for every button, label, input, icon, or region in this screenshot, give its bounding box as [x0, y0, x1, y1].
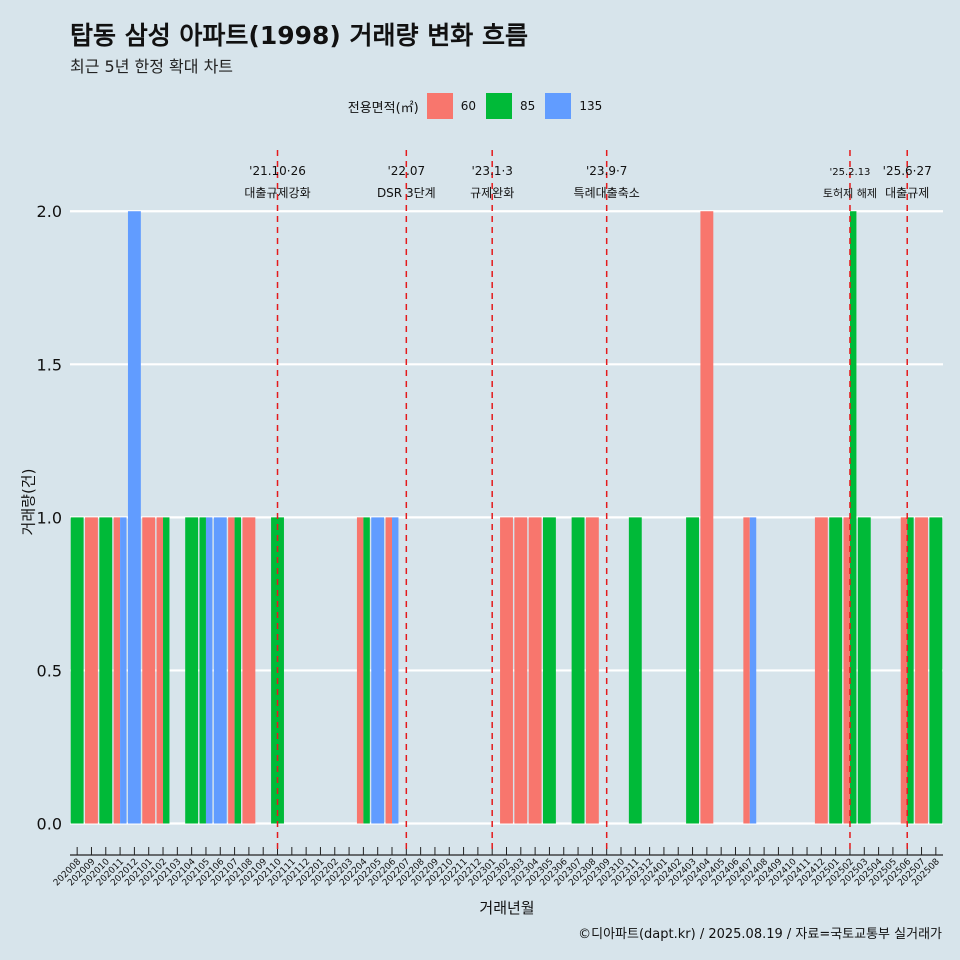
legend-title: 전용면적(㎡): [347, 100, 419, 116]
bar-202206-60: [385, 517, 393, 824]
bar-202010-85: [99, 517, 113, 824]
legend-swatch-60: [426, 93, 453, 119]
bar-202204-85: [363, 517, 370, 824]
y-tick-label: 1.0: [37, 508, 62, 527]
bar-202503-85: [857, 517, 871, 824]
bar-202102-85: [163, 517, 170, 824]
bar-202501-85: [829, 517, 843, 824]
bar-202311-85: [628, 517, 642, 824]
bar-202104-85: [185, 517, 199, 824]
legend-swatch-135: [545, 93, 572, 119]
bar-202404-60: [700, 211, 714, 824]
legend-label-135: 135: [579, 99, 603, 113]
bar-202206-135: [392, 517, 399, 824]
annotation-date-202301: '23.1·3: [471, 164, 512, 178]
bar-202308-60: [585, 517, 599, 824]
bar-202302-60: [500, 517, 513, 824]
legend-item-60: 60: [426, 93, 480, 119]
bar-202506-85: [907, 517, 914, 824]
bar-202407-135: [749, 517, 757, 824]
annotation-text-202207: DSR 3단계: [377, 186, 436, 200]
bar-202305-85: [542, 517, 556, 824]
legend-item-85: 85: [486, 93, 539, 119]
bar-202105-135: [205, 517, 213, 824]
chart-subtitle: 최근 5년 한정 확대 차트: [70, 57, 234, 76]
bar-202304-60: [528, 517, 542, 824]
annotation-text-202506: 대출규제: [885, 186, 929, 200]
bar-202108-60: [242, 517, 256, 824]
bar-202009-60: [85, 517, 98, 824]
bar-202101-60: [142, 517, 156, 824]
legend-label-85: 85: [520, 99, 536, 113]
bar-202105-85: [199, 517, 206, 824]
bar-202307-85: [571, 517, 585, 824]
bar-202102-60: [156, 517, 164, 824]
y-tick-label: 0.0: [37, 815, 62, 834]
bar-202008-85: [70, 517, 84, 824]
bar-202107-60: [228, 517, 235, 824]
annotation-date-202502: '25.2.13: [830, 167, 871, 178]
legend: 전용면적(㎡) 60 85 135: [0, 93, 960, 119]
bar-202107-85: [234, 517, 242, 824]
annotation-date-202110: '21.10·26: [249, 164, 306, 178]
annotation-date-202309: '23.9·7: [586, 164, 627, 178]
legend-label-60: 60: [460, 99, 477, 113]
bar-202412-60: [814, 517, 828, 824]
bar-202507-60: [915, 517, 928, 824]
annotation-text-202502: 토허제 해제: [823, 186, 877, 200]
bar-202106-135: [213, 517, 227, 824]
bar-202508-85: [929, 517, 943, 824]
chart-title: 탑동 삼성 아파트(1998) 거래량 변화 흐름: [70, 21, 528, 50]
bar-202303-60: [514, 517, 528, 824]
y-tick-label: 2.0: [37, 202, 62, 221]
annotation-text-202309: 특례대출축소: [574, 186, 640, 200]
bar-202204-60: [356, 517, 364, 824]
legend-item-135: 135: [545, 93, 606, 119]
legend-swatch-85: [486, 93, 513, 119]
bar-202011-135: [120, 517, 127, 824]
annotation-date-202506: '25.6·27: [883, 164, 932, 178]
x-axis-title: 거래년월: [479, 899, 535, 917]
caption: ©디아파트(dapt.kr) / 2025.08.19 / 자료=국토교통부 실…: [578, 927, 942, 942]
y-axis-title: 거래량(건): [19, 468, 38, 536]
bar-202012-135: [127, 211, 141, 824]
bar-202407-60: [743, 517, 750, 824]
bar-202502-85: [849, 211, 857, 824]
bar-202011-60: [113, 517, 121, 824]
y-tick-label: 1.5: [37, 355, 62, 374]
y-tick-label: 0.5: [37, 661, 62, 680]
annotation-text-202110: 대출규제강화: [244, 186, 310, 200]
bar-202403-85: [686, 517, 699, 824]
annotation-text-202301: 규제완화: [470, 186, 514, 200]
bar-202502-60: [843, 517, 850, 824]
annotation-date-202207: '22.07: [387, 164, 425, 178]
bar-202506-60: [900, 517, 908, 824]
bar-202205-135: [371, 517, 385, 824]
